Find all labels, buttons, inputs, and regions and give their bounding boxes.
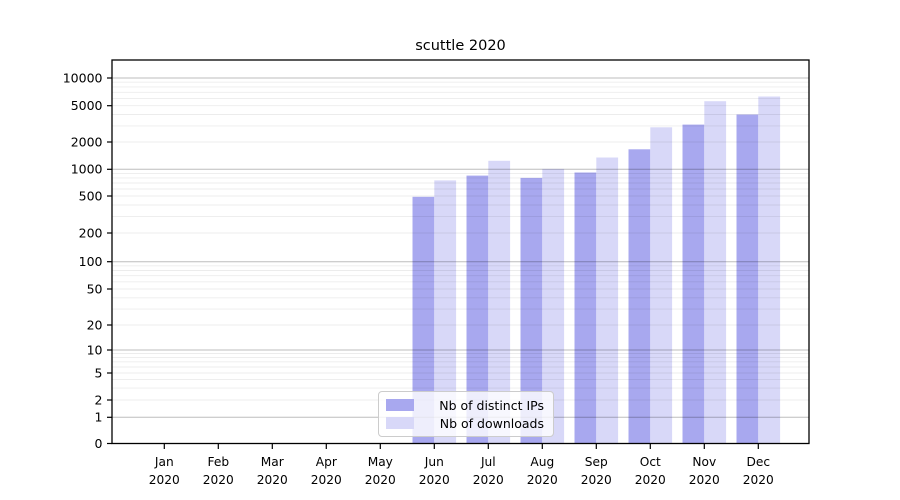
y-tick-label: 20 [87,317,103,332]
x-tick-label-month: Aug [530,455,554,469]
x-tick-label-month: Oct [640,455,661,469]
y-tick-label: 1000 [71,162,103,177]
legend-swatch-distinct-ips [386,399,414,411]
y-tick-label: 100 [79,254,103,269]
plot-border [111,59,810,445]
x-tick-label-month: Feb [208,455,230,469]
bar-sep-distinct-ips [574,172,597,444]
legend-item-distinct-ips: Nb of distinct IPs [386,397,544,413]
x-tick-label-month: Nov [692,455,716,469]
x-tick-label-month: Jan [154,455,174,469]
x-tick-label-year: 2020 [257,473,288,487]
x-tick-label-year: 2020 [635,473,666,487]
x-tick-label-month: Dec [747,455,771,469]
bar-nov-distinct-ips [682,124,705,444]
bar-jun-distinct-ips [412,196,435,444]
x-tick-label-month: Jul [480,455,496,469]
x-tick-label-year: 2020 [203,473,234,487]
y-tick-label: 10 [87,342,103,357]
x-tick-label-year: 2020 [581,473,612,487]
x-tick-label-month: Sep [585,455,608,469]
legend: Nb of distinct IPs Nb of downloads [378,391,554,437]
x-tick-label-year: 2020 [527,473,558,487]
x-tick-label-year: 2020 [743,473,774,487]
y-tick-label: 5000 [71,98,103,113]
chart-title: scuttle 2020 [415,38,506,54]
bar-oct-distinct-ips [628,149,651,444]
x-tick-label-month: Jun [424,455,444,469]
bar-jul-downloads [488,160,511,444]
y-tick-label: 500 [79,188,103,203]
bar-dec-downloads [758,96,781,444]
x-tick-label-year: 2020 [473,473,504,487]
y-tick-label: 2 [95,392,103,407]
bar-nov-downloads [704,101,727,444]
legend-label-downloads: Nb of downloads [439,415,544,431]
x-tick-label-year: 2020 [311,473,342,487]
bar-dec-distinct-ips [736,114,759,444]
legend-swatch-downloads [386,417,414,429]
bar-aug-distinct-ips [520,177,543,444]
legend-label-distinct-ips: Nb of distinct IPs [439,397,544,413]
bar-aug-downloads [542,168,565,444]
bar-jun-downloads [434,180,457,444]
y-tick-label: 50 [87,281,103,296]
y-tick-label: 2000 [71,134,103,149]
x-tick-label-month: Apr [316,455,338,469]
x-tick-label-year: 2020 [419,473,450,487]
y-tick-label: 5 [95,365,103,380]
bar-sep-downloads [596,157,619,444]
y-tick-label: 10000 [63,70,103,85]
x-tick-label-month: May [368,455,393,469]
bar-oct-downloads [650,127,673,444]
legend-item-downloads: Nb of downloads [386,415,544,431]
y-tick-label: 0 [95,436,103,451]
x-tick-label-year: 2020 [365,473,396,487]
y-tick-label: 1 [95,410,103,425]
y-tick-label: 200 [79,225,103,240]
x-tick-label-month: Mar [261,455,285,469]
bar-jul-distinct-ips [466,175,489,444]
x-tick-label-year: 2020 [689,473,720,487]
x-tick-label-year: 2020 [149,473,180,487]
